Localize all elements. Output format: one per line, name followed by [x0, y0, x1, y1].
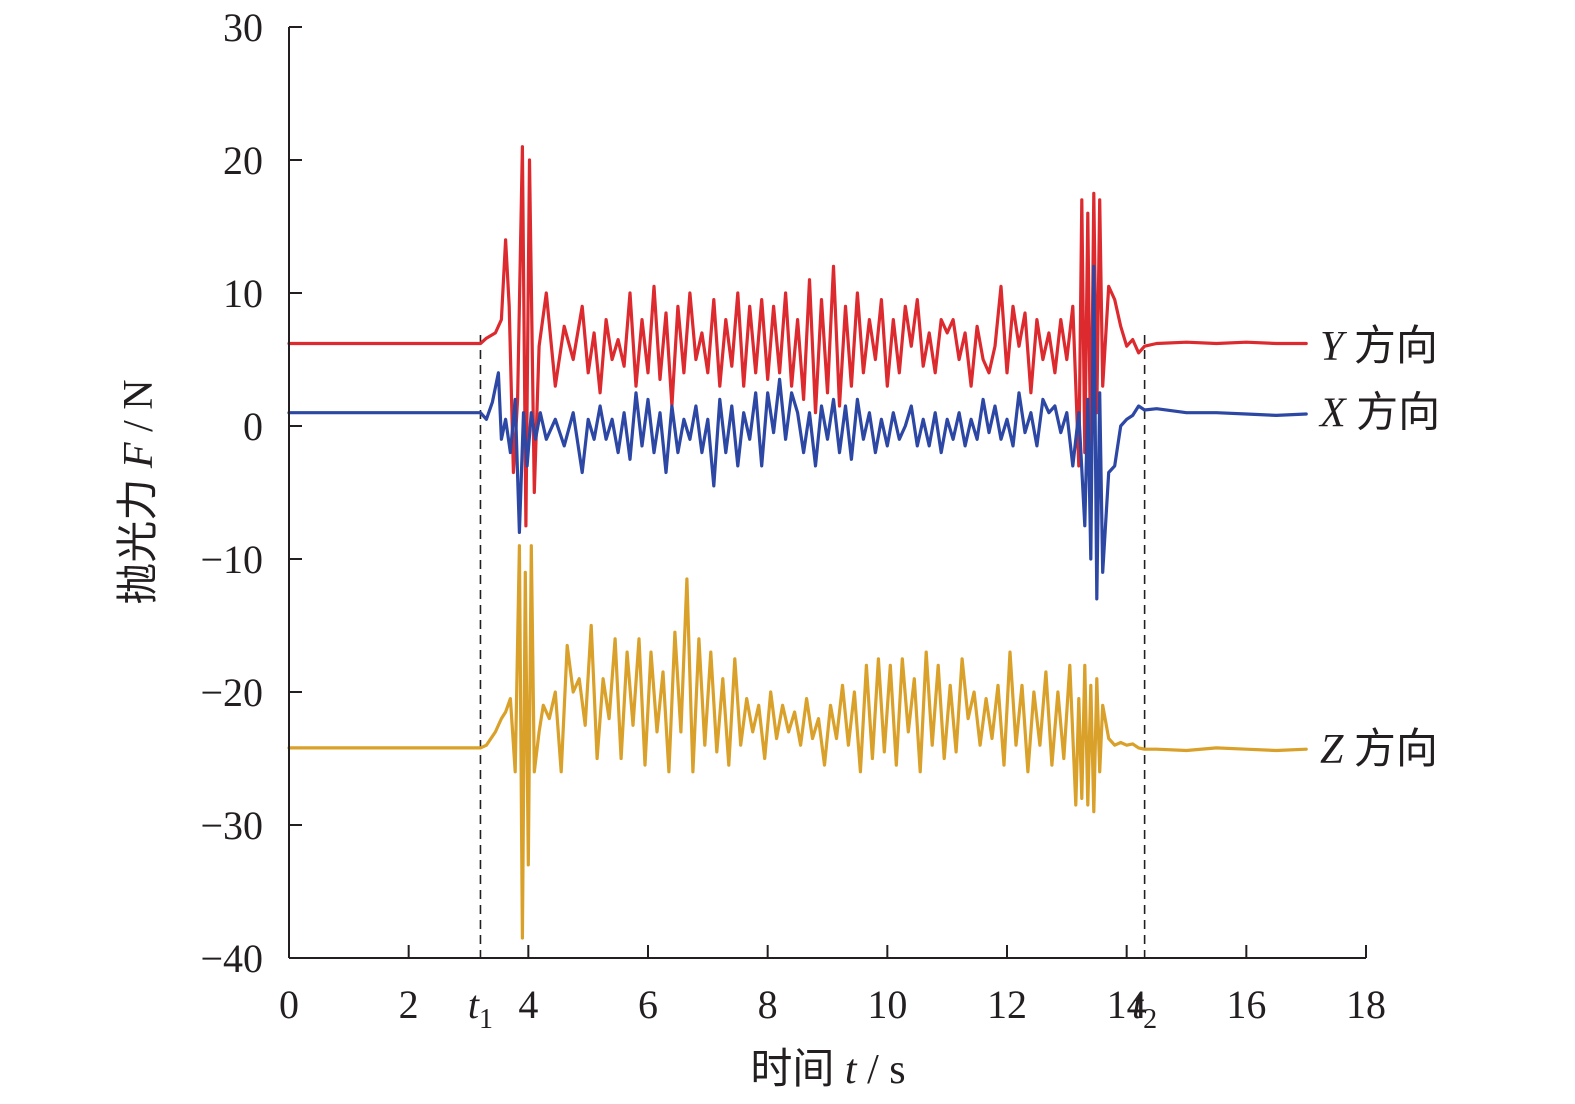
axes	[288, 27, 1366, 959]
y-tick-label: 10	[223, 271, 263, 316]
y-tick-label: 20	[223, 138, 263, 183]
series-line-z	[287, 544, 1308, 940]
y-axis-title: 抛光力 F / N	[116, 379, 162, 604]
series-line-x	[287, 264, 1308, 601]
marker-label-t2: t2	[1132, 982, 1157, 1035]
x-tick-label: 6	[638, 982, 658, 1027]
y-tick-label: 0	[243, 404, 263, 449]
series-label-z: Z 方向	[1320, 727, 1438, 773]
series-label-x: X 方向	[1318, 391, 1440, 437]
x-tick-label: 12	[987, 982, 1027, 1027]
x-tick-label: 2	[399, 982, 419, 1027]
x-tick-label: 16	[1226, 982, 1266, 1027]
x-tick-label: 10	[867, 982, 907, 1027]
y-tick-label: −40	[200, 936, 263, 981]
x-ticks: 0 2 4 6 8 10 12 14 16 18	[279, 945, 1386, 1027]
series-labels: Y 方向 X 方向 Z 方向	[1318, 324, 1440, 773]
y-tick-label: −10	[200, 537, 263, 582]
marker-label-t1: t1	[468, 982, 493, 1035]
y-tick-label: 30	[223, 5, 263, 50]
x-tick-label: 4	[518, 982, 538, 1027]
x-tick-label: 0	[279, 982, 299, 1027]
x-tick-label: 8	[758, 982, 778, 1027]
x-tick-label: 18	[1346, 982, 1386, 1027]
series-label-y: Y 方向	[1320, 324, 1438, 370]
y-ticks: 30 20 10 0 −10 −20 −30 −40	[200, 5, 302, 981]
series-line-y	[287, 145, 1308, 528]
x-axis-title: 时间 t / s	[750, 1047, 905, 1093]
y-tick-label: −30	[200, 803, 263, 848]
time-markers: t1 t2	[468, 335, 1157, 1035]
x-tick-label: 14	[1107, 982, 1147, 1027]
y-tick-label: −20	[200, 670, 263, 715]
series-lines	[287, 145, 1308, 940]
